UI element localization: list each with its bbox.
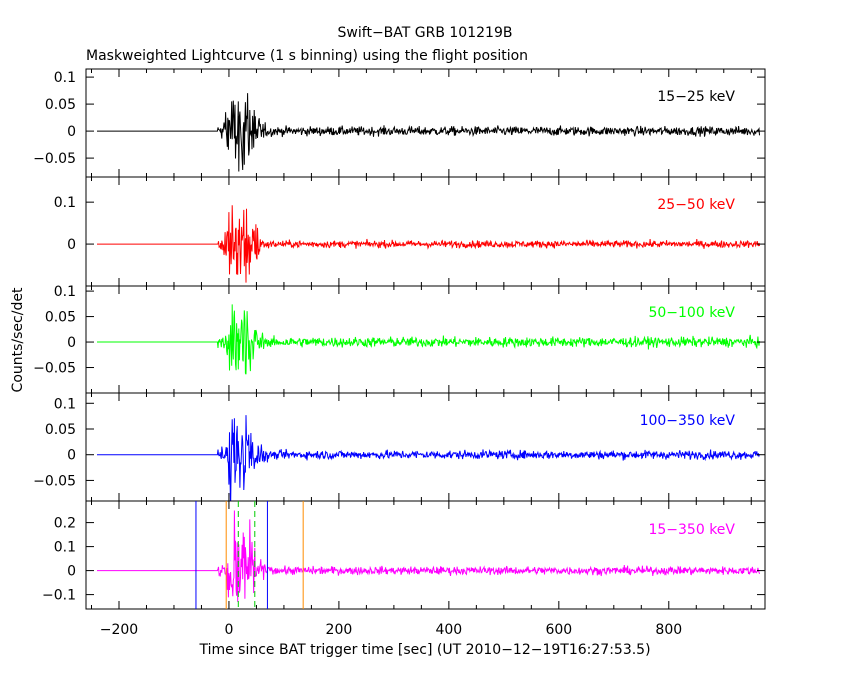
panel-energy-label: 50−100 keV bbox=[648, 305, 735, 321]
x-tick-label: 200 bbox=[326, 622, 353, 638]
series-line-4 bbox=[97, 510, 760, 602]
panel-1: 0.1 0 25−50 keV bbox=[54, 176, 766, 287]
y-tick-label: 0.1 bbox=[54, 540, 76, 556]
x-tick-label: 600 bbox=[545, 622, 572, 638]
series-line-1 bbox=[97, 205, 760, 283]
y-tick-label: 0 bbox=[67, 124, 76, 140]
x-axis-label: Time since BAT trigger time [sec] (UT 20… bbox=[198, 642, 650, 658]
series-line-0 bbox=[97, 93, 760, 172]
y-tick-label: −0.1 bbox=[42, 588, 76, 604]
series-line-2 bbox=[97, 304, 760, 375]
y-tick-label: 0.2 bbox=[54, 516, 76, 532]
x-tick-label: 0 bbox=[224, 622, 233, 638]
panel-energy-label: 25−50 keV bbox=[657, 197, 735, 213]
chart-subtitle: Maskweighted Lightcurve (1 s binning) us… bbox=[86, 48, 528, 64]
y-tick-label: 0 bbox=[67, 335, 76, 351]
y-tick-label: 0 bbox=[67, 448, 76, 464]
y-tick-label: 0.1 bbox=[54, 70, 76, 86]
panel-3: 0.1 0.05 0 −0.05 100−350 keV bbox=[33, 392, 766, 502]
chart-title: Swift−BAT GRB 101219B bbox=[338, 25, 513, 41]
y-tick-label: 0.05 bbox=[45, 422, 76, 438]
y-tick-label: −0.05 bbox=[33, 473, 76, 489]
y-tick-label: 0.1 bbox=[54, 396, 76, 412]
y-tick-label: 0.1 bbox=[54, 195, 76, 211]
panel-energy-label: 15−25 keV bbox=[657, 89, 735, 105]
panel-energy-label: 100−350 keV bbox=[640, 413, 736, 429]
y-tick-label: −0.05 bbox=[33, 361, 76, 377]
panel-frame-2 bbox=[85, 285, 766, 394]
y-axis-label: Counts/sec/det bbox=[10, 287, 26, 392]
panel-4: 0.2 0.1 0 −0.1 15−350 keV bbox=[42, 500, 766, 610]
panel-frame-4 bbox=[85, 500, 766, 610]
panel-2: 0.1 0.05 0 −0.05 50−100 keV bbox=[33, 284, 766, 394]
panel-frame-0 bbox=[85, 68, 766, 178]
panel-energy-label: 15−350 keV bbox=[648, 522, 735, 538]
y-tick-label: 0 bbox=[67, 237, 76, 253]
panel-0: 0.1 0.05 0 −0.05 15−25 keV bbox=[33, 68, 766, 178]
x-tick-label: −200 bbox=[100, 622, 138, 638]
y-tick-label: 0.05 bbox=[45, 97, 76, 113]
series-line-3 bbox=[97, 415, 760, 501]
y-tick-label: 0.05 bbox=[45, 310, 76, 326]
panel-frame-3 bbox=[85, 392, 766, 502]
y-tick-label: 0.1 bbox=[54, 284, 76, 300]
panel-frame-1 bbox=[85, 176, 766, 287]
y-tick-label: 0 bbox=[67, 564, 76, 580]
y-tick-label: −0.05 bbox=[33, 151, 76, 167]
x-tick-label: 400 bbox=[435, 622, 462, 638]
x-tick-label: 800 bbox=[655, 622, 682, 638]
